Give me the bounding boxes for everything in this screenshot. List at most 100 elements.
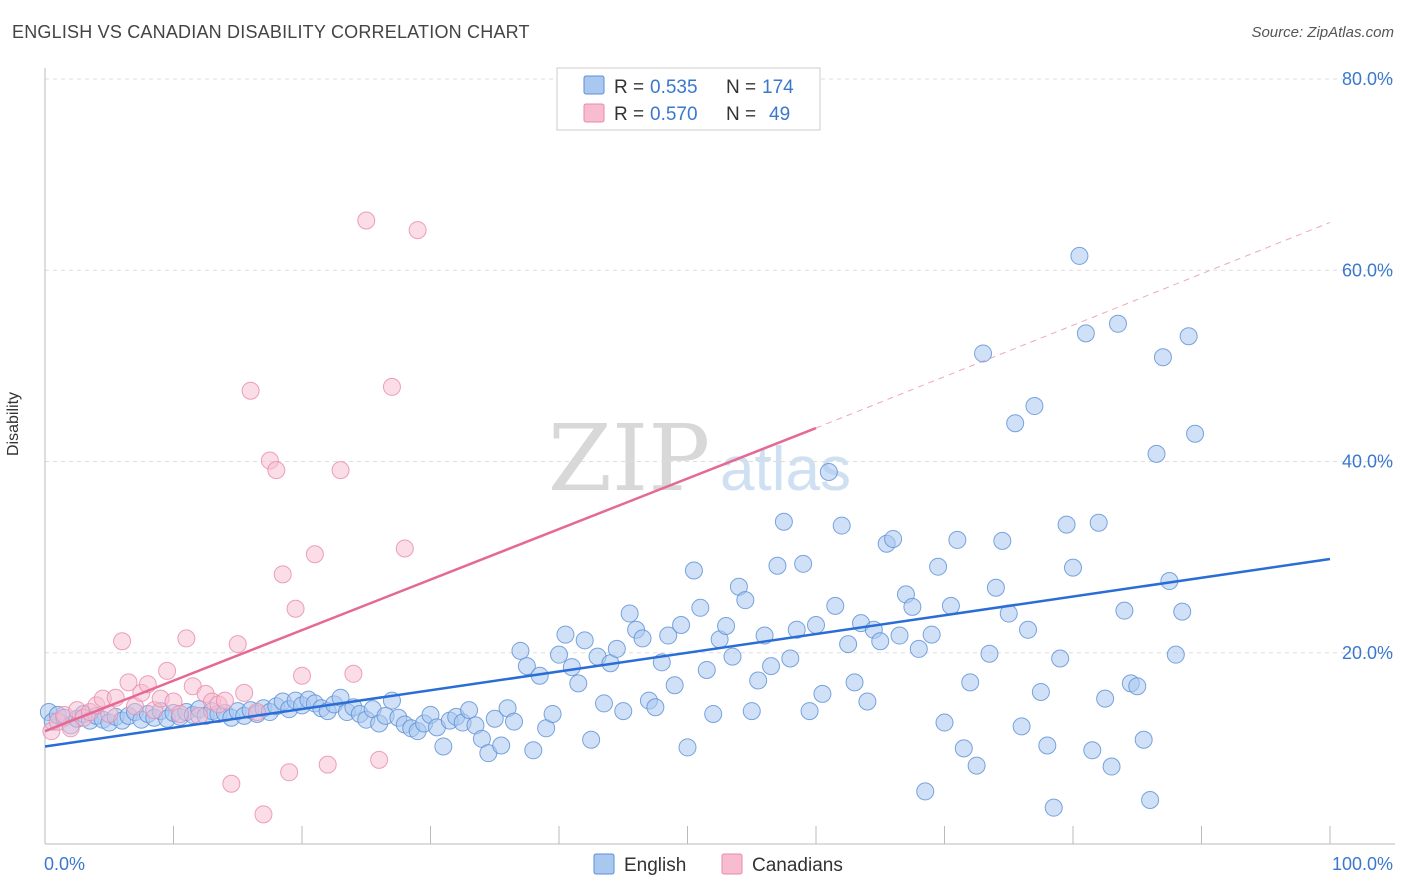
y-tick-label: 80.0% <box>1342 69 1393 89</box>
english-point <box>1089 513 1108 532</box>
english-point <box>781 649 800 668</box>
canadian-point <box>222 774 241 793</box>
english-point <box>993 531 1012 550</box>
canadian-point <box>408 221 427 240</box>
english-point <box>1012 717 1031 736</box>
english-point <box>903 597 922 616</box>
canadian-point <box>235 683 254 702</box>
english-point <box>961 673 980 692</box>
watermark-zip: ZIP <box>548 405 710 512</box>
english-point <box>1070 246 1089 265</box>
english-point <box>556 625 575 644</box>
english-point <box>813 684 832 703</box>
canadian-point <box>273 565 292 584</box>
english-point <box>1166 645 1185 664</box>
english-point <box>986 578 1005 597</box>
english-point <box>909 639 928 658</box>
chart-title: ENGLISH VS CANADIAN DISABILITY CORRELATI… <box>12 22 530 42</box>
legend-english-n-value: 174 <box>762 77 794 98</box>
english-point <box>1006 414 1025 433</box>
english-point <box>1153 348 1172 367</box>
canadian-point <box>119 673 138 692</box>
english-point <box>646 698 665 717</box>
canadian-point <box>228 635 247 654</box>
english-point <box>807 616 825 635</box>
bottom-legend-english-label: English <box>624 855 686 876</box>
legend-canadian-r-label: R = <box>614 104 644 125</box>
english-point <box>460 701 479 720</box>
english-point <box>717 616 736 635</box>
english-point <box>762 657 781 676</box>
english-point <box>582 730 601 749</box>
english-trend-line <box>44 557 1331 748</box>
english-point <box>517 657 536 676</box>
english-point <box>659 626 678 645</box>
english-point <box>974 344 993 363</box>
canadian-point <box>113 632 132 651</box>
english-point <box>575 631 594 650</box>
english-point <box>1044 798 1063 817</box>
canadian-point <box>158 661 177 680</box>
english-point <box>1064 558 1082 577</box>
english-point <box>774 512 793 531</box>
tick-labels: 20.0% 40.0% 60.0% 80.0% 0.0% 100.0% <box>44 69 1393 874</box>
english-point <box>1076 324 1095 343</box>
english-point <box>543 704 562 723</box>
canadian-point <box>267 461 286 480</box>
english-point <box>845 673 864 692</box>
legend-canadian-r-value: 0.570 <box>650 104 698 125</box>
canadian-point <box>331 461 350 480</box>
english-point <box>858 692 877 711</box>
canadian-trend-line <box>44 426 817 733</box>
english-point <box>749 671 768 690</box>
canadian-point <box>170 704 189 723</box>
english-point <box>594 694 613 713</box>
english-point <box>1134 730 1153 749</box>
x-tick-label: 0.0% <box>44 854 85 874</box>
english-point <box>1108 314 1127 333</box>
bottom-legend-canadian-swatch <box>721 853 743 875</box>
english-point <box>1179 327 1198 346</box>
english-point <box>1102 757 1121 776</box>
english-point <box>1115 601 1134 620</box>
english-point <box>672 616 691 635</box>
legend-top: R = 0.535 N = 174 R = 0.570 N = 49 <box>556 67 821 131</box>
english-point <box>871 632 890 651</box>
english-point <box>967 756 986 775</box>
english-point <box>794 554 813 573</box>
bottom-legend-canadian-label: Canadians <box>752 855 843 876</box>
english-point <box>505 712 524 731</box>
english-point <box>511 641 530 660</box>
grid-lines <box>45 78 1395 654</box>
english-point <box>890 626 909 645</box>
y-tick-label: 60.0% <box>1342 260 1393 280</box>
english-point <box>485 709 504 728</box>
english-point <box>434 737 453 756</box>
legend-canadian-swatch <box>583 103 605 123</box>
english-point <box>607 639 626 658</box>
canadian-point <box>190 706 209 725</box>
english-point <box>954 739 973 758</box>
legend-english-swatch <box>583 75 605 95</box>
english-point <box>941 596 960 615</box>
english-point <box>684 561 703 580</box>
english-point <box>980 644 999 663</box>
english-point <box>665 676 684 695</box>
english-point <box>787 620 806 639</box>
english-point <box>1038 736 1057 755</box>
english-point <box>569 674 588 693</box>
english-point <box>678 738 697 757</box>
english-point <box>562 658 581 677</box>
canadian-point <box>215 691 234 710</box>
english-point <box>492 736 511 755</box>
legend-english-r-value: 0.535 <box>650 77 698 98</box>
english-point <box>839 635 858 654</box>
english-point <box>1025 397 1044 416</box>
canadian-point <box>344 664 363 683</box>
bottom-legend-english-swatch <box>593 853 615 875</box>
canadian-point <box>357 211 376 230</box>
english-point <box>691 598 710 617</box>
english-point <box>768 556 787 575</box>
english-point <box>614 702 633 721</box>
english-point <box>524 741 543 760</box>
